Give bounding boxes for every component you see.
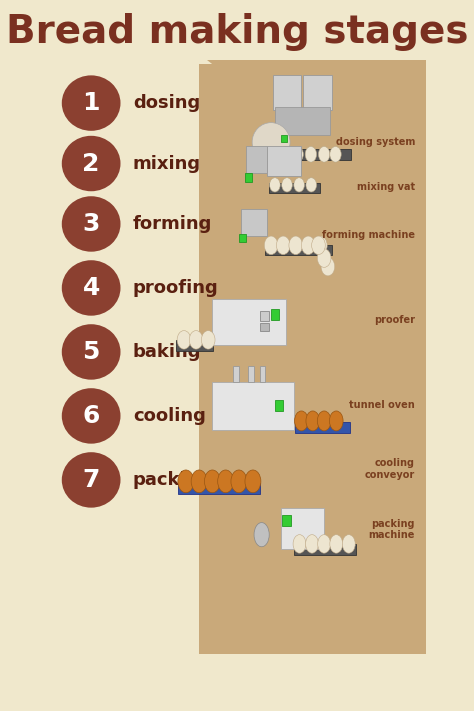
- Text: 2: 2: [82, 151, 100, 176]
- Ellipse shape: [270, 178, 280, 192]
- Ellipse shape: [252, 122, 290, 162]
- Text: proofer: proofer: [374, 315, 415, 325]
- Ellipse shape: [306, 411, 319, 431]
- Polygon shape: [207, 380, 427, 491]
- FancyBboxPatch shape: [246, 146, 267, 173]
- Ellipse shape: [317, 411, 331, 431]
- FancyBboxPatch shape: [281, 508, 324, 549]
- Ellipse shape: [177, 331, 191, 349]
- FancyBboxPatch shape: [178, 483, 260, 494]
- FancyBboxPatch shape: [265, 245, 332, 255]
- Text: 3: 3: [82, 212, 100, 236]
- FancyBboxPatch shape: [260, 366, 265, 382]
- FancyBboxPatch shape: [294, 544, 356, 555]
- FancyBboxPatch shape: [260, 323, 269, 331]
- Ellipse shape: [62, 136, 120, 191]
- Text: 4: 4: [82, 276, 100, 300]
- Ellipse shape: [264, 236, 278, 255]
- Ellipse shape: [342, 535, 355, 553]
- Ellipse shape: [319, 146, 330, 162]
- Polygon shape: [207, 501, 427, 654]
- Ellipse shape: [178, 470, 194, 493]
- Ellipse shape: [294, 411, 308, 431]
- Ellipse shape: [204, 470, 220, 493]
- Ellipse shape: [311, 236, 325, 255]
- FancyBboxPatch shape: [212, 382, 294, 430]
- Text: Bread making stages: Bread making stages: [6, 13, 468, 51]
- Ellipse shape: [301, 236, 315, 255]
- FancyBboxPatch shape: [275, 400, 283, 411]
- Ellipse shape: [321, 257, 335, 276]
- Ellipse shape: [329, 411, 343, 431]
- FancyBboxPatch shape: [212, 299, 286, 345]
- Ellipse shape: [281, 146, 292, 162]
- Text: forming machine: forming machine: [322, 230, 415, 240]
- FancyBboxPatch shape: [281, 135, 287, 142]
- FancyBboxPatch shape: [275, 149, 351, 160]
- FancyBboxPatch shape: [283, 515, 291, 526]
- Ellipse shape: [313, 236, 327, 255]
- FancyBboxPatch shape: [303, 75, 332, 110]
- Text: 6: 6: [82, 404, 100, 428]
- Ellipse shape: [317, 249, 331, 267]
- FancyBboxPatch shape: [176, 340, 213, 351]
- Ellipse shape: [306, 535, 319, 553]
- FancyBboxPatch shape: [239, 234, 246, 242]
- Text: 1: 1: [82, 91, 100, 115]
- Text: packing: packing: [133, 471, 212, 489]
- Text: mixing: mixing: [133, 154, 201, 173]
- Text: 7: 7: [82, 468, 100, 492]
- Text: mixing vat: mixing vat: [357, 182, 415, 192]
- FancyBboxPatch shape: [273, 75, 301, 110]
- Text: forming: forming: [133, 215, 212, 233]
- Text: dosing system: dosing system: [336, 137, 415, 147]
- FancyBboxPatch shape: [269, 183, 320, 193]
- Text: tunnel oven: tunnel oven: [349, 400, 415, 410]
- Ellipse shape: [294, 178, 304, 192]
- Ellipse shape: [62, 388, 120, 444]
- FancyBboxPatch shape: [241, 209, 266, 236]
- Ellipse shape: [62, 324, 120, 380]
- Polygon shape: [199, 64, 427, 654]
- FancyBboxPatch shape: [233, 366, 238, 382]
- Polygon shape: [207, 242, 427, 370]
- Ellipse shape: [62, 196, 120, 252]
- Ellipse shape: [330, 535, 343, 553]
- FancyBboxPatch shape: [294, 422, 349, 433]
- FancyBboxPatch shape: [260, 311, 269, 321]
- FancyBboxPatch shape: [248, 366, 254, 382]
- Ellipse shape: [62, 452, 120, 508]
- Ellipse shape: [306, 178, 317, 192]
- Text: dosing: dosing: [133, 94, 200, 112]
- Polygon shape: [207, 60, 427, 231]
- FancyBboxPatch shape: [275, 107, 330, 135]
- Ellipse shape: [62, 260, 120, 316]
- Text: proofing: proofing: [133, 279, 219, 297]
- Text: cooling: cooling: [133, 407, 206, 425]
- Ellipse shape: [62, 75, 120, 131]
- Text: 5: 5: [82, 340, 100, 364]
- Ellipse shape: [289, 236, 302, 255]
- Ellipse shape: [292, 146, 303, 162]
- Ellipse shape: [201, 331, 215, 349]
- Ellipse shape: [305, 146, 317, 162]
- Text: baking: baking: [133, 343, 201, 361]
- FancyBboxPatch shape: [271, 309, 280, 320]
- Ellipse shape: [293, 535, 306, 553]
- Ellipse shape: [245, 470, 261, 493]
- Ellipse shape: [191, 470, 207, 493]
- Ellipse shape: [218, 470, 234, 493]
- Ellipse shape: [330, 146, 341, 162]
- Text: cooling
conveyor: cooling conveyor: [365, 459, 415, 480]
- Ellipse shape: [282, 178, 292, 192]
- Ellipse shape: [276, 236, 290, 255]
- Ellipse shape: [189, 331, 203, 349]
- Ellipse shape: [318, 535, 330, 553]
- Text: packing
machine: packing machine: [369, 519, 415, 540]
- Ellipse shape: [231, 470, 247, 493]
- Ellipse shape: [254, 523, 269, 547]
- FancyBboxPatch shape: [267, 146, 301, 176]
- FancyBboxPatch shape: [245, 173, 252, 182]
